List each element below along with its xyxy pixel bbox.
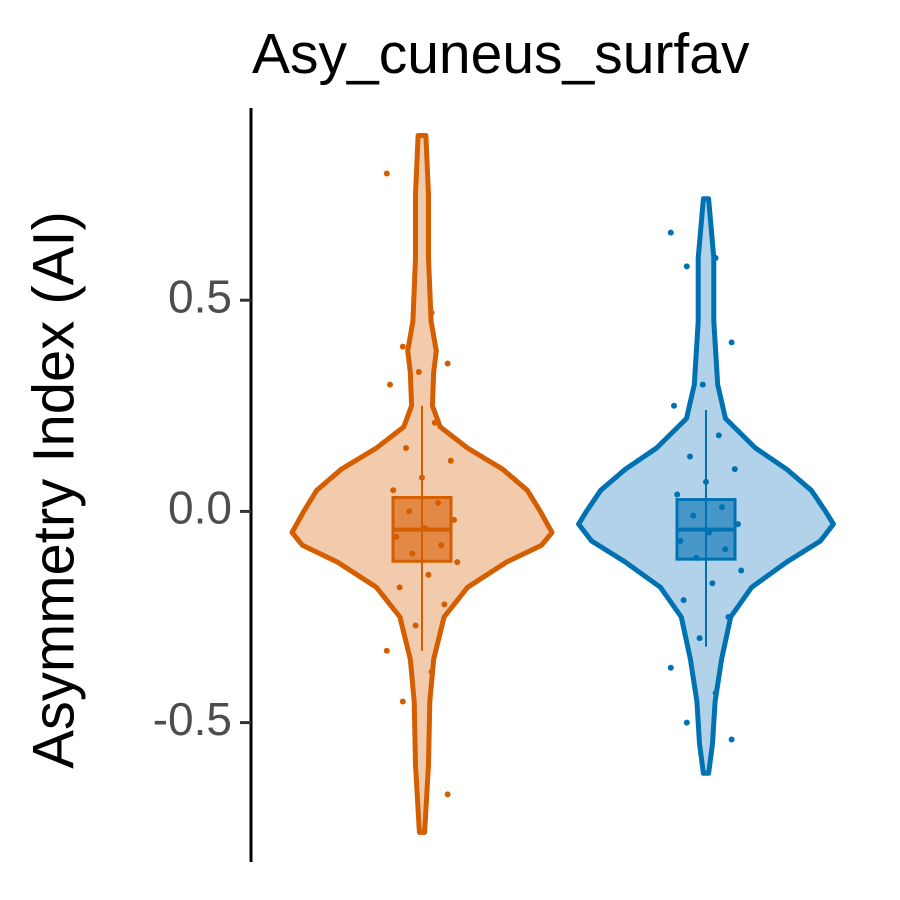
- data-point: [738, 567, 745, 574]
- chart-title: Asy_cuneus_surfav: [252, 22, 750, 86]
- data-point: [712, 690, 719, 697]
- data-point: [447, 457, 454, 464]
- data-point: [396, 584, 403, 591]
- data-point: [390, 487, 397, 494]
- data-point: [709, 580, 716, 587]
- data-point: [731, 466, 738, 473]
- data-point: [454, 559, 461, 566]
- data-point: [431, 419, 438, 426]
- data-point: [399, 698, 406, 705]
- data-point: [712, 254, 719, 261]
- data-point: [383, 647, 390, 654]
- data-point: [703, 478, 709, 485]
- data-point: [444, 791, 451, 798]
- data-point: [412, 622, 419, 629]
- data-point: [674, 491, 681, 498]
- data-point: [403, 445, 409, 452]
- data-point: [667, 229, 674, 236]
- data-point: [441, 601, 448, 608]
- data-point: [667, 664, 674, 671]
- y-tick-label: 0.5: [168, 270, 232, 322]
- data-point: [387, 381, 393, 388]
- y-tick-label: -0.5: [153, 693, 232, 745]
- data-point: [725, 614, 732, 621]
- data-point: [419, 474, 425, 481]
- data-point: [696, 635, 703, 642]
- data-point: [683, 263, 690, 270]
- data-point: [444, 360, 451, 367]
- data-point: [715, 432, 722, 439]
- data-point: [728, 339, 735, 346]
- data-point: [399, 343, 406, 350]
- data-point: [415, 369, 422, 376]
- data-point: [428, 668, 435, 675]
- data-point: [687, 453, 693, 460]
- y-axis-label: Asymmetry Index (AI): [21, 211, 86, 769]
- data-point: [680, 597, 687, 604]
- data-point: [671, 402, 677, 409]
- data-point: [699, 381, 706, 388]
- data-point: [683, 719, 690, 726]
- data-point: [425, 571, 432, 578]
- data-point: [428, 309, 435, 316]
- data-point: [728, 736, 735, 743]
- y-tick-label: 0.0: [168, 482, 232, 534]
- data-point: [383, 170, 390, 177]
